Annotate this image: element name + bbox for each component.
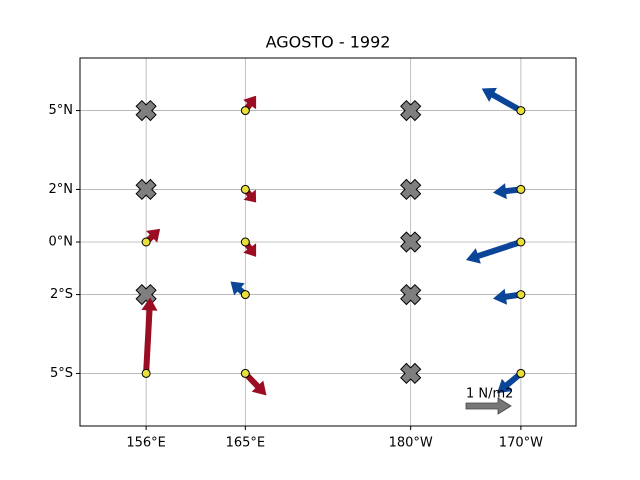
station-point	[516, 184, 526, 194]
wind-arrow	[497, 371, 523, 394]
x-tick-label: 156°E	[126, 436, 166, 451]
station-point	[240, 290, 250, 300]
station-point	[516, 237, 526, 247]
missing-marker	[135, 99, 157, 122]
missing-marker	[400, 362, 422, 385]
x-tick-label: 165°E	[226, 436, 266, 451]
wind-arrow	[493, 288, 522, 305]
missing-marker	[135, 178, 157, 201]
wind-arrow	[466, 239, 522, 264]
station-point	[516, 290, 526, 300]
missing-marker	[400, 178, 422, 201]
y-tick-label: 0°N	[49, 235, 74, 250]
x-tick-label: 180°W	[389, 436, 433, 451]
x-tick-label: 170°W	[499, 436, 543, 451]
station-point	[141, 237, 151, 247]
wind-arrow	[141, 297, 158, 374]
missing-marker	[400, 99, 422, 122]
station-point	[240, 237, 250, 247]
station-point	[516, 106, 526, 116]
plot-frame	[79, 57, 577, 427]
y-tick-label: 2°N	[49, 182, 74, 197]
key-label: 1 N/m2	[466, 387, 513, 402]
y-tick-label: 5°S	[50, 366, 73, 381]
station-point	[240, 106, 250, 116]
wind-arrow	[481, 87, 523, 114]
wind-arrow	[243, 371, 267, 396]
y-tick-label: 5°N	[49, 103, 74, 118]
y-tick-label: 2°S	[50, 287, 73, 302]
key-arrow	[465, 397, 512, 415]
missing-marker	[400, 231, 422, 253]
wind-arrow	[493, 183, 522, 200]
station-point	[141, 368, 151, 378]
station-point	[240, 368, 250, 378]
chart-title: AGOSTO - 1992	[266, 33, 391, 52]
missing-marker	[400, 283, 422, 306]
station-point	[240, 184, 250, 194]
station-point	[516, 368, 526, 378]
